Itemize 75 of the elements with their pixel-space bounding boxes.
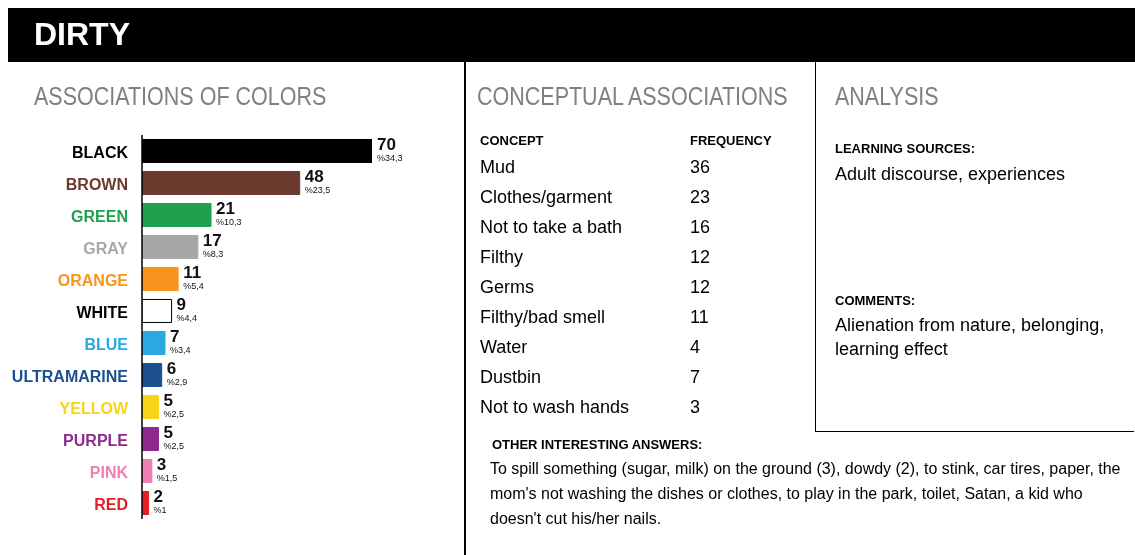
category-label: Clothes/garment — [480, 187, 613, 208]
data-label: 7 — [690, 367, 701, 388]
data-label: 9 — [176, 294, 187, 314]
data-label: 23 — [690, 187, 711, 208]
text: Alienation from nature, belonging, learning effect — [835, 314, 1106, 361]
data-label: 3 — [690, 397, 701, 418]
category-label: Not to wash hands — [480, 397, 630, 418]
data-label: 5 — [163, 390, 173, 410]
bar — [142, 394, 159, 419]
y-tick-label: BLUE — [84, 336, 129, 353]
y-tick-label: BROWN — [65, 176, 128, 193]
data-label: 17 — [202, 230, 222, 250]
bar — [142, 426, 159, 451]
category-label: Filthy — [480, 247, 524, 268]
data-label: 3 — [156, 454, 167, 474]
bar — [142, 362, 163, 387]
y-tick-label: ULTRAMARINE — [11, 368, 129, 385]
annotation: %1,5 — [156, 472, 178, 483]
category-label: Water — [480, 337, 528, 358]
category-label: Mud — [480, 157, 516, 178]
y-tick-label: BLACK — [72, 144, 129, 161]
text: LEARNING SOURCES: — [835, 140, 977, 158]
bar — [142, 266, 179, 291]
bar — [142, 234, 199, 259]
y-tick-label: WHITE — [76, 304, 129, 321]
data-label: 7 — [170, 326, 180, 346]
chart-subtitle: ASSOCIATIONS OF COLORS — [34, 82, 327, 111]
bar — [142, 330, 166, 355]
data-label: 48 — [304, 166, 324, 186]
data-label: 4 — [690, 337, 701, 358]
annotation: %3,4 — [170, 344, 191, 355]
text: ANALYSIS — [835, 82, 939, 111]
annotation: %2,5 — [163, 408, 184, 419]
category-label: Germs — [480, 277, 534, 298]
chart-title: DIRTY — [34, 16, 130, 53]
text: To spill something (sugar, milk) on the ground (3), dowdy (2), to stink, car tires, paper, the mom's not washing the dishes or clothes, to play in the park, toilet, Satan, a kid who doesn't cut his/her nails. — [490, 459, 1122, 529]
annotation: %2,9 — [166, 376, 188, 387]
y-tick-label: GRAY — [83, 240, 129, 257]
annotation: %34,3 — [377, 152, 403, 163]
category-label: Not to take a bath — [480, 217, 623, 238]
data-label: 2 — [153, 486, 164, 506]
y-tick-label: PINK — [89, 464, 129, 481]
category-label: Dustbin — [480, 367, 542, 388]
data-label: 11 — [183, 262, 202, 282]
bar — [142, 170, 301, 195]
text: Adult discourse, experiences — [835, 163, 1067, 186]
y-tick-label: ORANGE — [57, 272, 129, 289]
data-label: 36 — [690, 157, 711, 178]
annotation: %5,4 — [183, 280, 204, 291]
data-label: 16 — [690, 217, 711, 238]
annotation: %2,5 — [163, 440, 184, 451]
text: OTHER INTERESTING ANSWERS: — [492, 436, 704, 454]
annotation: %23,5 — [304, 184, 331, 195]
y-tick-label: PURPLE — [63, 432, 129, 449]
bar — [142, 458, 153, 483]
annotation: %4,4 — [176, 312, 198, 323]
y-tick-label: GREEN — [71, 208, 128, 225]
annotation: %10,3 — [216, 216, 242, 227]
data-label: 12 — [690, 247, 711, 268]
text: CONCEPTUAL ASSOCIATIONS — [477, 82, 788, 111]
y-tick-label: RED — [94, 496, 128, 513]
text: CONCEPT — [480, 133, 544, 148]
data-label: 5 — [163, 422, 173, 442]
category-label: Filthy/bad smell — [480, 307, 606, 328]
data-label: 12 — [690, 277, 711, 298]
data-label: 11 — [690, 307, 709, 328]
text: FREQUENCY — [690, 133, 772, 148]
text: COMMENTS: — [835, 292, 917, 310]
data-label: 21 — [216, 198, 235, 218]
data-label: 70 — [377, 134, 396, 154]
annotation: %8,3 — [202, 248, 224, 259]
annotation: %1 — [153, 504, 167, 515]
y-tick-label: YELLOW — [59, 400, 129, 417]
data-label: 6 — [166, 358, 177, 378]
bar — [142, 202, 212, 227]
